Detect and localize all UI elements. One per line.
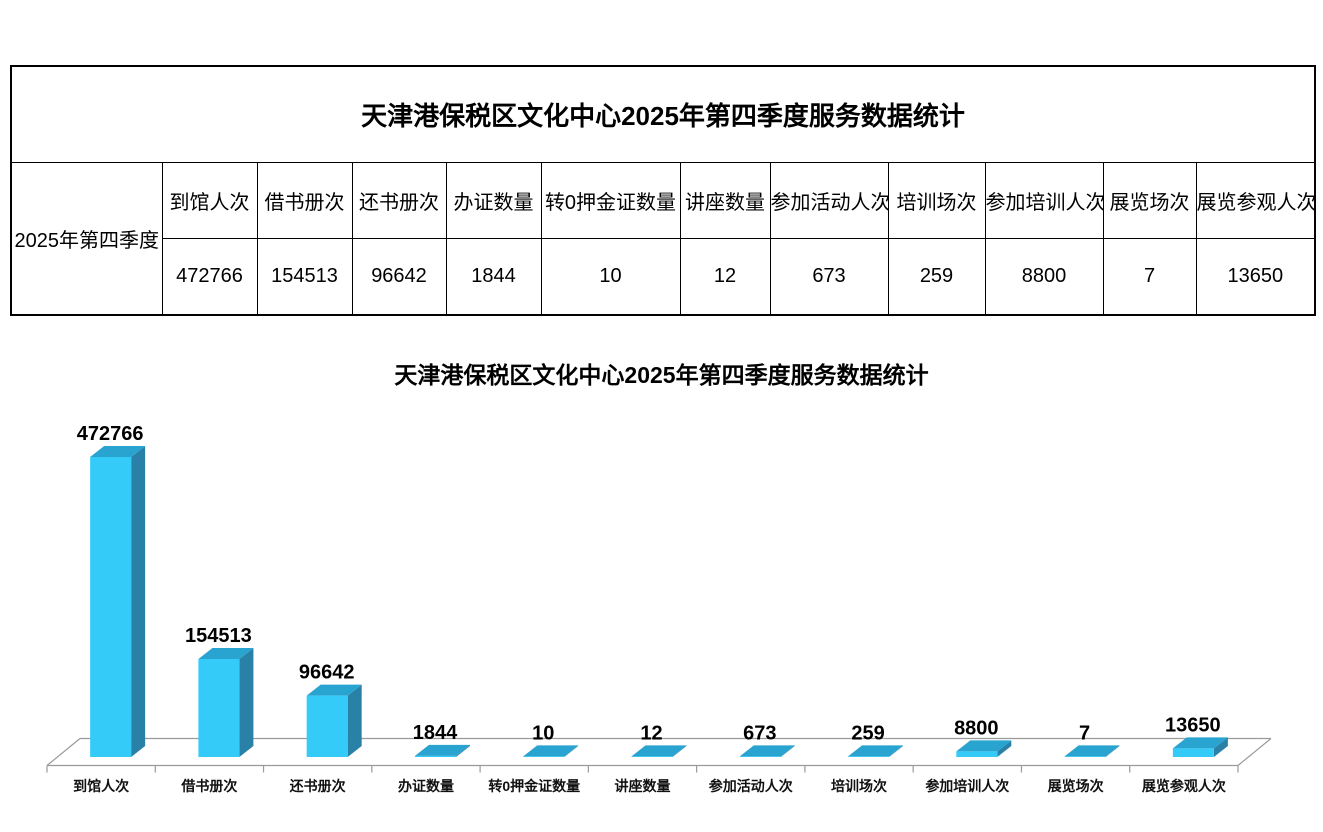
bar-value-label: 12 — [640, 722, 662, 744]
bar-side-face — [347, 684, 362, 757]
bar-7 — [848, 745, 904, 757]
bar-1 — [198, 647, 254, 757]
bar-front-face — [1064, 756, 1106, 757]
cell-value: 8800 — [984, 238, 1104, 316]
bar-top-face — [848, 745, 904, 757]
bar-side-face — [564, 745, 579, 757]
bar-value-label: 154513 — [185, 625, 252, 647]
col-header: 培训场次 — [887, 162, 986, 239]
bar-value-label: 259 — [851, 722, 884, 744]
bar-front-face — [523, 756, 565, 757]
bar-front-face — [1172, 748, 1214, 757]
cell-value: 472766 — [161, 238, 258, 316]
table-row-header: 2025年第四季度 — [10, 162, 163, 316]
category-label: 办证数量 — [398, 778, 454, 794]
bar-5 — [631, 745, 687, 757]
col-header: 参加活动人次 — [769, 162, 889, 239]
category-label: 参加培训人次 — [925, 778, 1009, 794]
bar-top-face — [90, 446, 146, 457]
col-header: 展览参观人次 — [1195, 162, 1316, 239]
col-header: 还书册次 — [351, 162, 447, 239]
bar-value-label: 8800 — [954, 717, 999, 739]
bar-4 — [523, 745, 579, 757]
bar-top-face — [631, 745, 687, 757]
cell-value: 154513 — [256, 238, 353, 316]
col-header: 办证数量 — [445, 162, 542, 239]
floor-left-edge — [46, 738, 81, 766]
bar-top-face — [1172, 737, 1228, 749]
category-label: 借书册次 — [180, 778, 237, 794]
bar-10 — [1172, 737, 1228, 757]
cell-value: 1844 — [445, 238, 542, 316]
bar-value-label: 472766 — [77, 423, 144, 445]
col-header: 到馆人次 — [161, 162, 258, 239]
category-label: 转0押金证数量 — [488, 778, 580, 794]
bar-front-face — [414, 755, 456, 757]
category-label: 到馆人次 — [73, 778, 129, 794]
bar-6 — [739, 745, 795, 757]
bar-side-face — [1213, 737, 1228, 757]
chart-title: 天津港保税区文化中心2025年第四季度服务数据统计 — [394, 362, 929, 388]
bar-side-face — [672, 745, 687, 757]
cell-value: 12 — [679, 238, 771, 316]
category-label: 培训场次 — [831, 778, 887, 794]
stats-table: 天津港保税区文化中心2025年第四季度服务数据统计 2025年第四季度 到馆人次… — [10, 65, 1317, 316]
bar-side-face — [1105, 745, 1120, 757]
category-label: 讲座数量 — [615, 778, 671, 794]
bar-side-face — [889, 745, 904, 757]
col-header: 展览场次 — [1102, 162, 1197, 239]
bar-top-face — [956, 740, 1012, 752]
cell-value: 10 — [540, 238, 681, 316]
bar-2 — [306, 684, 362, 757]
cell-value: 7 — [1102, 238, 1197, 316]
category-label: 参加活动人次 — [709, 778, 793, 794]
cell-value: 13650 — [1195, 238, 1316, 316]
bar-top-face — [306, 684, 362, 696]
floor-right-edge — [1237, 738, 1272, 766]
bar-value-label: 96642 — [299, 662, 355, 684]
bar-front-face — [198, 658, 240, 757]
bar-value-label: 7 — [1079, 722, 1090, 744]
bar-value-label: 10 — [532, 722, 554, 744]
bar-side-face — [780, 745, 795, 757]
bar-3 — [414, 744, 470, 757]
bar-9 — [1064, 745, 1120, 757]
table-title: 天津港保税区文化中心2025年第四季度服务数据统计 — [10, 65, 1316, 163]
bar-front-face — [739, 756, 781, 757]
col-header: 参加培训人次 — [984, 162, 1104, 239]
bar-side-face — [131, 446, 146, 757]
bar-value-label: 13650 — [1165, 714, 1221, 736]
category-label: 展览参观人次 — [1142, 778, 1226, 794]
bar-front-face — [90, 457, 132, 757]
bar-top-face — [414, 744, 470, 756]
bar-side-face — [997, 740, 1012, 757]
cell-value: 259 — [887, 238, 986, 316]
bar-8 — [956, 740, 1012, 757]
bar-front-face — [306, 695, 348, 757]
bar-0 — [90, 446, 146, 757]
bar-side-face — [239, 647, 254, 757]
bar-side-face — [455, 744, 470, 757]
col-header: 借书册次 — [256, 162, 353, 239]
bar-value-label: 1844 — [413, 722, 458, 744]
cell-value: 96642 — [351, 238, 447, 316]
cell-value: 673 — [769, 238, 889, 316]
category-label: 还书册次 — [289, 778, 346, 794]
bar-front-face — [956, 751, 998, 757]
category-label: 展览场次 — [1048, 778, 1104, 794]
bar-value-label: 673 — [743, 722, 776, 744]
bar-top-face — [198, 647, 254, 659]
bar-top-face — [1064, 745, 1120, 757]
bar-top-face — [523, 745, 579, 757]
bar-front-face — [631, 756, 673, 757]
bar-chart: 472766 到馆人次 154513 借书册次 96642 还书册次 1844 办证数量 10 转… — [46, 423, 1272, 794]
col-header: 转0押金证数量 — [540, 162, 681, 239]
bar-front-face — [848, 756, 890, 757]
bar-top-face — [739, 745, 795, 757]
col-header: 讲座数量 — [679, 162, 771, 239]
